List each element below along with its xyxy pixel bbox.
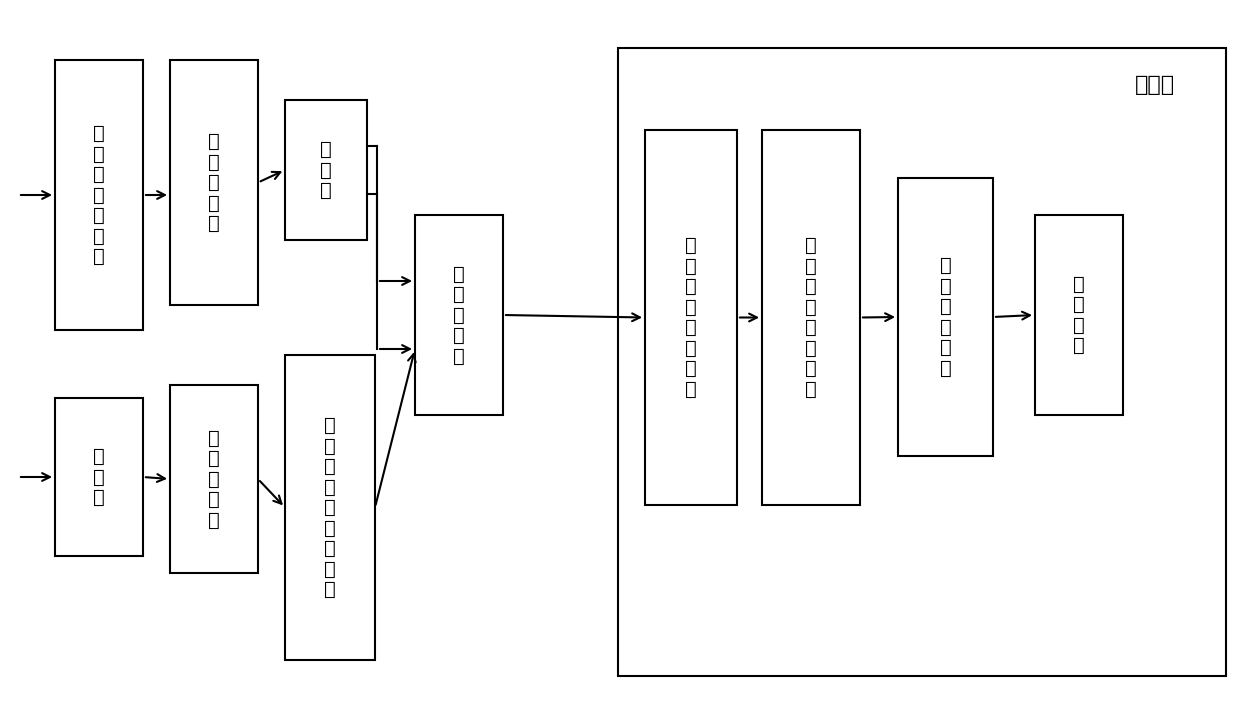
Text: 高
通
滤
波
器: 高 通 滤 波 器 (208, 132, 219, 233)
Text: 放
大
器: 放 大 器 (93, 447, 105, 507)
Text: 宽
带
电
流
传
感
器: 宽 带 电 流 传 感 器 (93, 124, 105, 266)
Bar (285, 355, 374, 660)
Bar (415, 215, 503, 415)
Bar (170, 385, 258, 573)
Bar (170, 60, 258, 305)
Text: 带
通
滤
波
器: 带 通 滤 波 器 (453, 265, 465, 365)
Text: 模
式
识
别
模
块: 模 式 识 别 模 块 (940, 256, 951, 377)
Bar (55, 60, 143, 330)
Bar (763, 130, 861, 505)
Text: 放
电
模
式
形
成
模
块: 放 电 模 式 形 成 模 块 (805, 237, 817, 399)
Bar (1035, 215, 1123, 415)
Text: 带
通
滤
波
器: 带 通 滤 波 器 (208, 429, 219, 529)
Text: 单片机: 单片机 (1135, 75, 1176, 95)
Bar (285, 100, 367, 240)
Bar (618, 48, 1226, 676)
Text: 电
晕
脉
冲
统
计
模
块: 电 晕 脉 冲 统 计 模 块 (686, 237, 697, 399)
Bar (645, 130, 737, 505)
Text: 放
大
器: 放 大 器 (320, 140, 332, 200)
Text: 输
出
模
块: 输 出 模 块 (1073, 275, 1085, 355)
Bar (898, 178, 993, 456)
Bar (55, 398, 143, 556)
Text: 移
相
和
方
波
转
换
电
路: 移 相 和 方 波 转 换 电 路 (324, 416, 336, 599)
